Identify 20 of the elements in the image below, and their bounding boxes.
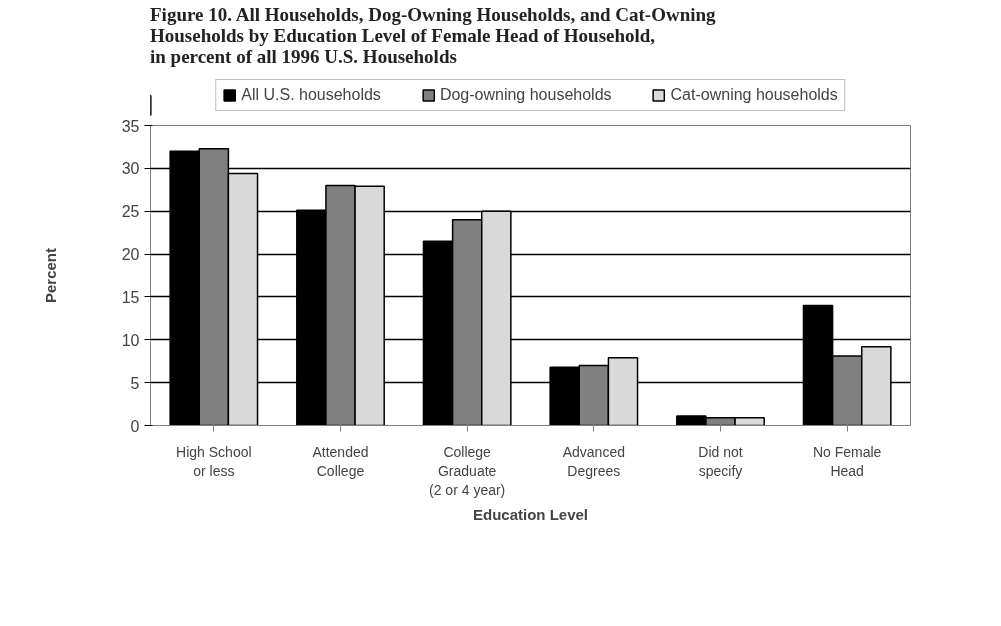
x-tick-label: High School or less [176,443,252,479]
y-tick-label: 20 [121,245,140,263]
x-tick-label: No Female Head [812,443,882,479]
x-tick-label: Advanced Degrees [562,443,625,479]
y-axis-title: Percent [41,247,59,303]
x-tick-label: Did not specify [698,443,743,479]
y-tick-label: 15 [121,288,140,306]
x-axis-title: Education Level [472,505,589,523]
y-tick-label: 10 [121,331,140,349]
legend-label: All U.S. households [241,85,381,104]
y-tick-label: 25 [121,202,140,220]
y-tick-label: 0 [130,417,140,435]
chart-title: Figure 10. All Households, Dog-Owning Households, and Cat-Owning Households by Education Level of Female Head of Household, in percent of all 1996 U.S. Households [150,4,716,68]
legend-label: Cat-owning households [670,85,838,104]
x-tick-label: College Graduate (2 or 4 year) [429,443,506,498]
x-tick-label: Attended College [312,443,369,479]
y-tick-label: 5 [130,374,140,392]
y-tick-label: 35 [121,117,140,135]
y-tick-label: 30 [121,160,140,178]
legend-label: Dog-owning households [439,85,612,104]
